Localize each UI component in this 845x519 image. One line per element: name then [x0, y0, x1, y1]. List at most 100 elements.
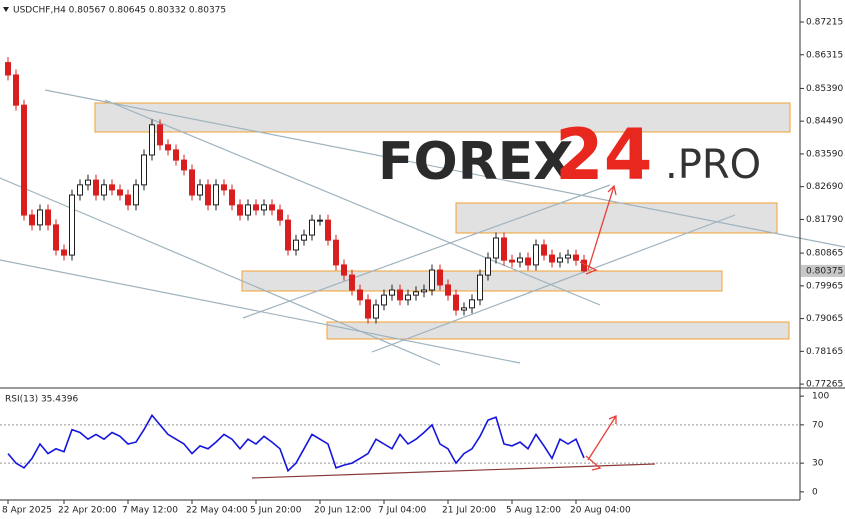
candle-body	[389, 289, 395, 296]
y-tick-label: 0.86315	[806, 50, 843, 60]
price-tag-label: 0.80375	[806, 266, 843, 276]
candle-body	[429, 269, 435, 291]
candle-body	[485, 257, 491, 276]
candle-body	[365, 299, 371, 319]
candle-body	[557, 257, 563, 263]
candle-body	[261, 204, 267, 211]
chart-title: USDCHF,H4 0.80567 0.80645 0.80332 0.8037…	[13, 6, 226, 16]
zone	[455, 202, 778, 234]
candle-body	[125, 194, 131, 206]
candle-body	[237, 204, 243, 216]
candle-body	[373, 304, 379, 319]
candle-body	[53, 224, 59, 251]
y-tick-label: 30	[812, 459, 824, 469]
x-tick-label: 5 Jun 20:00	[250, 506, 302, 516]
candle-body	[293, 239, 299, 251]
candle-body	[229, 189, 235, 206]
candle-body	[549, 254, 555, 263]
candle-body	[269, 204, 275, 211]
candle-body	[309, 219, 315, 236]
candle-body	[29, 214, 35, 226]
x-tick-label: 21 Jul 20:00	[442, 506, 496, 516]
candle-body	[397, 289, 403, 301]
x-tick-label: 20 Aug 04:00	[570, 506, 631, 516]
candle-body	[181, 159, 187, 171]
candle-body	[157, 124, 163, 146]
trend-line	[371, 214, 736, 353]
candle-body	[285, 219, 291, 251]
candle-body	[349, 274, 355, 291]
y-tick-label: 0.85390	[806, 84, 843, 94]
candle-body	[541, 244, 547, 256]
y-tick-label: 0.87215	[806, 18, 843, 28]
y-tick-label: 0.82690	[806, 182, 843, 192]
candle-body	[5, 62, 11, 76]
candles	[5, 57, 587, 324]
y-tick-label: 100	[812, 392, 829, 402]
candle-body	[277, 209, 283, 221]
arrow	[587, 415, 617, 461]
candle-body	[437, 269, 443, 286]
candle-body	[333, 239, 339, 266]
arrow	[587, 184, 617, 271]
candle-body	[477, 274, 483, 301]
y-tick-label: 0.80865	[806, 249, 843, 259]
candle-body	[405, 294, 411, 301]
y-tick-label: 0.81790	[806, 215, 843, 225]
zone	[94, 102, 791, 133]
y-tick-label: 0.79965	[806, 281, 843, 291]
candle-body	[37, 209, 43, 226]
candle-body	[453, 294, 459, 311]
candle-body	[445, 284, 451, 296]
candle-body	[381, 294, 387, 306]
candle-body	[325, 219, 331, 241]
watermark: FOREX 24 .PRO	[378, 114, 761, 196]
zone	[326, 321, 790, 340]
candle-body	[301, 234, 307, 241]
trend-line	[242, 184, 611, 319]
candle-body	[221, 184, 227, 191]
candle-body	[85, 179, 91, 186]
candle-body	[117, 189, 123, 196]
zones	[94, 102, 791, 340]
watermark-text: 24	[555, 114, 652, 196]
x-tick-label: 8 Apr 2025	[2, 506, 52, 516]
candle-body	[45, 209, 51, 226]
trend-lines	[0, 89, 845, 366]
candle-body	[69, 194, 75, 256]
rsi-trend-line	[251, 463, 656, 479]
price-tag	[801, 264, 845, 277]
candle-body	[213, 184, 219, 206]
x-tick-label: 7 May 12:00	[122, 506, 178, 516]
candle-body	[165, 144, 171, 151]
y-tick-label: 0	[812, 487, 818, 497]
candle-body	[189, 169, 195, 196]
x-tick-label: 20 Jun 12:00	[314, 506, 371, 516]
candle-body	[565, 254, 571, 259]
candle-body	[501, 237, 507, 261]
candle-body	[493, 237, 499, 259]
candle-body	[461, 307, 467, 311]
candle-body	[421, 289, 427, 293]
candle-body	[13, 74, 19, 106]
candle-body	[61, 249, 67, 256]
y-tick-label: 0.78165	[806, 347, 843, 357]
y-tick-label: 0.77265	[806, 380, 843, 390]
candle-body	[197, 184, 203, 196]
candle-body	[517, 257, 523, 263]
x-tick-label: 5 Aug 12:00	[506, 506, 561, 516]
candle-body	[109, 184, 115, 191]
candle-body	[413, 291, 419, 296]
candle-body	[149, 124, 155, 156]
candle-body	[341, 264, 347, 276]
y-tick-label: 70	[812, 420, 824, 430]
trend-line	[44, 89, 845, 248]
candle-body	[253, 204, 259, 211]
y-tick-label: 0.84490	[806, 117, 843, 127]
trend-line	[104, 99, 601, 306]
candle-body	[525, 257, 531, 266]
x-tick-label: 22 Apr 20:00	[58, 506, 117, 516]
candle-body	[21, 104, 27, 216]
